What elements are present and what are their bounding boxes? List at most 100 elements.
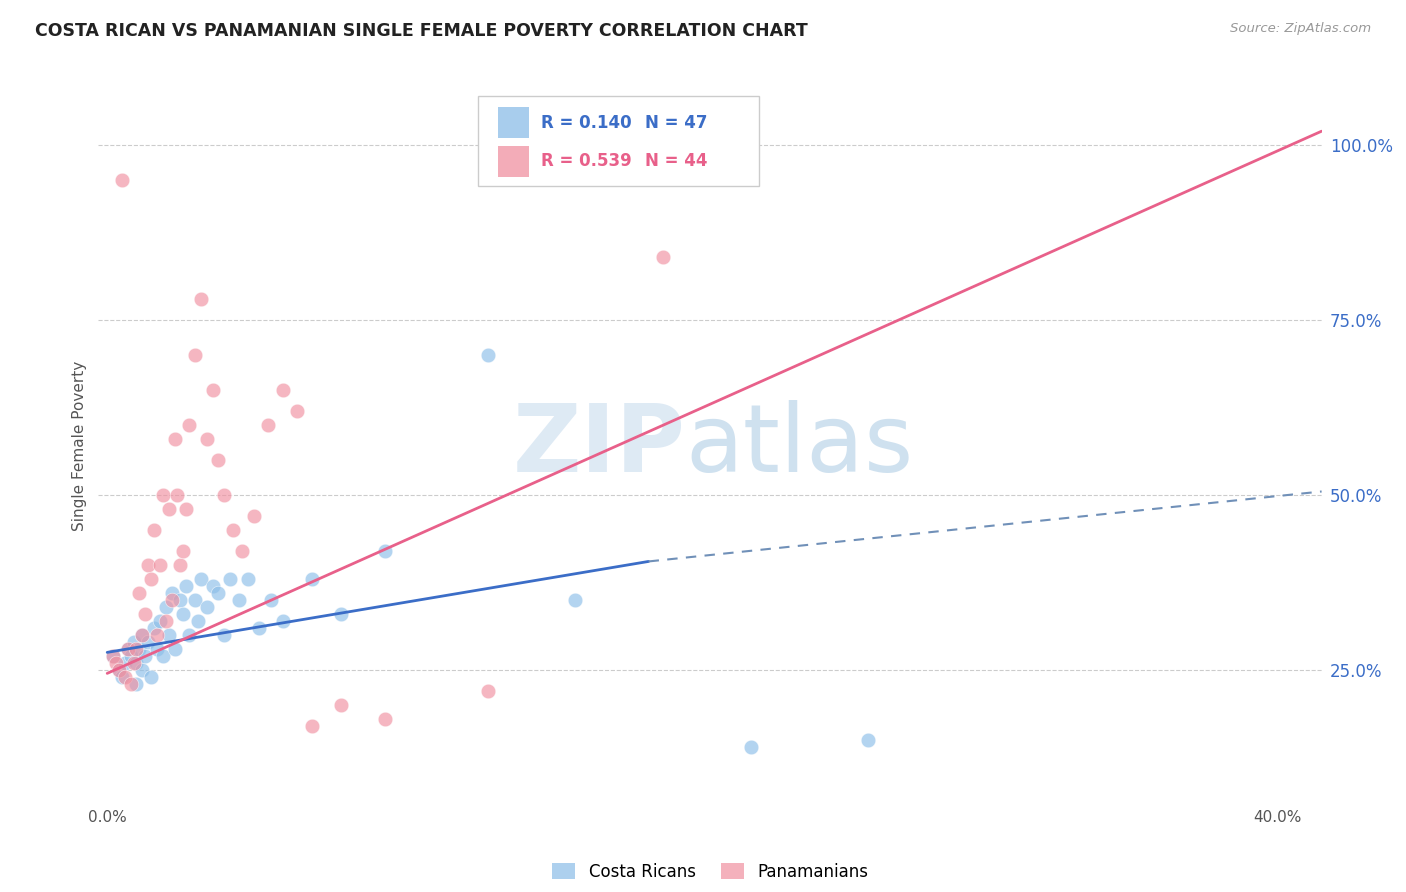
Text: atlas: atlas: [686, 400, 914, 492]
Point: [139, 670, 162, 684]
Point: [160, 593, 183, 607]
Point: [652, 250, 675, 264]
Point: [114, 670, 136, 684]
Point: [374, 544, 396, 558]
Point: [157, 502, 180, 516]
Point: [174, 579, 197, 593]
Point: [219, 572, 242, 586]
Point: [134, 648, 156, 663]
Point: [207, 586, 229, 600]
Point: [236, 572, 259, 586]
Point: [155, 614, 177, 628]
Point: [169, 558, 191, 572]
Point: [139, 572, 162, 586]
Point: [195, 432, 218, 446]
Point: [122, 635, 145, 649]
Point: [131, 628, 153, 642]
Point: [856, 732, 879, 747]
Point: [111, 173, 134, 187]
Point: [117, 641, 139, 656]
Point: [195, 599, 218, 614]
Point: [257, 417, 280, 432]
Point: [155, 599, 177, 614]
Point: [120, 648, 142, 663]
Text: R = 0.140: R = 0.140: [541, 114, 631, 132]
Point: [131, 628, 153, 642]
Point: [477, 684, 499, 698]
Point: [149, 558, 172, 572]
Text: Source: ZipAtlas.com: Source: ZipAtlas.com: [1230, 22, 1371, 36]
Point: [222, 523, 245, 537]
Point: [120, 677, 142, 691]
Point: [146, 641, 169, 656]
Point: [125, 677, 148, 691]
Point: [190, 292, 212, 306]
Point: [136, 558, 159, 572]
Point: [212, 628, 235, 642]
Point: [228, 593, 250, 607]
Text: N = 47: N = 47: [645, 114, 707, 132]
Point: [163, 432, 186, 446]
Point: [125, 656, 148, 670]
Point: [207, 453, 229, 467]
Point: [166, 488, 188, 502]
Point: [271, 383, 294, 397]
Point: [201, 383, 224, 397]
Point: [179, 628, 201, 642]
Point: [190, 572, 212, 586]
Point: [152, 648, 174, 663]
Point: [143, 523, 166, 537]
Point: [163, 641, 186, 656]
Point: [134, 607, 156, 621]
Point: [287, 404, 309, 418]
Point: [477, 348, 499, 362]
Point: [172, 607, 194, 621]
Point: [564, 593, 586, 607]
Text: N = 44: N = 44: [645, 153, 707, 170]
Point: [330, 607, 353, 621]
Text: ZIP: ZIP: [513, 400, 686, 492]
Point: [128, 641, 150, 656]
Point: [146, 628, 169, 642]
Point: [128, 586, 150, 600]
Legend: Costa Ricans, Panamanians: Costa Ricans, Panamanians: [546, 856, 875, 888]
Text: COSTA RICAN VS PANAMANIAN SINGLE FEMALE POVERTY CORRELATION CHART: COSTA RICAN VS PANAMANIAN SINGLE FEMALE …: [35, 22, 808, 40]
Point: [260, 593, 283, 607]
Point: [271, 614, 294, 628]
Point: [231, 544, 253, 558]
Point: [114, 656, 136, 670]
Text: R = 0.539: R = 0.539: [541, 153, 631, 170]
Point: [374, 712, 396, 726]
Point: [131, 663, 153, 677]
Point: [212, 488, 235, 502]
Point: [301, 572, 323, 586]
Point: [184, 593, 207, 607]
Point: [169, 593, 191, 607]
Point: [101, 648, 124, 663]
Point: [179, 417, 201, 432]
Bar: [498, 146, 529, 177]
Point: [122, 656, 145, 670]
Point: [149, 614, 172, 628]
Point: [187, 614, 209, 628]
Point: [104, 656, 127, 670]
Point: [330, 698, 353, 712]
Bar: [498, 107, 529, 138]
Point: [301, 719, 323, 733]
Point: [101, 648, 124, 663]
Point: [125, 641, 148, 656]
Point: [108, 663, 131, 677]
Y-axis label: Single Female Poverty: Single Female Poverty: [72, 361, 87, 531]
Point: [242, 508, 264, 523]
Point: [111, 670, 134, 684]
Point: [117, 641, 139, 656]
Point: [174, 502, 197, 516]
Point: [247, 621, 270, 635]
Point: [201, 579, 224, 593]
Point: [136, 635, 159, 649]
Point: [160, 586, 183, 600]
Point: [740, 739, 762, 754]
FancyBboxPatch shape: [478, 96, 759, 186]
Point: [143, 621, 166, 635]
Point: [172, 544, 194, 558]
